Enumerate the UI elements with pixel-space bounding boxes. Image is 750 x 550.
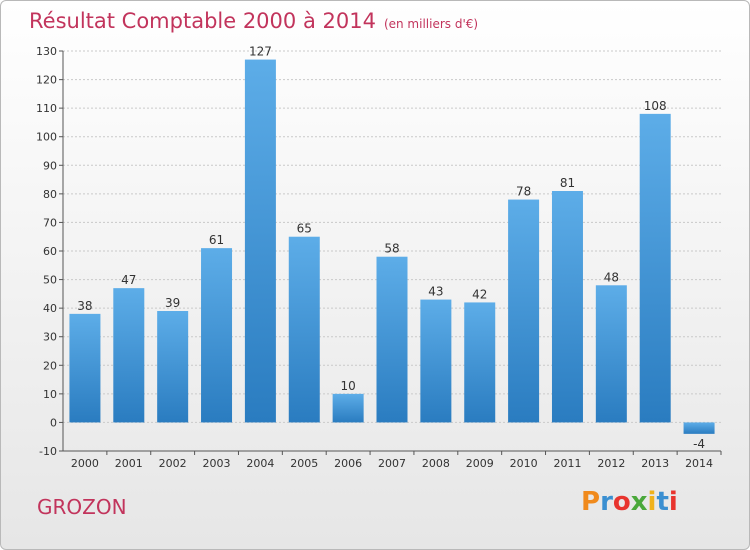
x-tick-label-2011: 2011 — [553, 457, 581, 470]
bar-2003 — [201, 248, 233, 423]
bar-2012 — [595, 285, 627, 423]
data-label-2012: 48 — [604, 270, 619, 284]
brand-letter: i — [668, 487, 678, 517]
bar-2006 — [332, 393, 364, 423]
y-tick-label: 20 — [43, 359, 57, 372]
data-label-2002: 39 — [165, 296, 180, 310]
data-label-2007: 58 — [384, 242, 399, 256]
x-tick-label-2001: 2001 — [115, 457, 143, 470]
data-label-2009: 42 — [472, 287, 487, 301]
data-label-2000: 38 — [77, 299, 92, 313]
title-text: Résultat Comptable 2000 à 2014 — [29, 9, 376, 33]
y-tick-label: 10 — [43, 388, 57, 401]
y-tick-label: 60 — [43, 245, 57, 258]
x-tick-label-2006: 2006 — [334, 457, 362, 470]
y-tick-label: 120 — [36, 74, 57, 87]
y-tick-label: 100 — [36, 131, 57, 144]
data-label-2004: 127 — [249, 45, 272, 59]
data-label-2010: 78 — [516, 185, 531, 199]
brand-letter: t — [656, 487, 669, 517]
y-tick-label: 90 — [43, 159, 57, 172]
y-axis: -10 0 10 20 30 40 50 60 70 80 90 100 110 120 130 — [36, 45, 64, 458]
x-tick-label-2000: 2000 — [71, 457, 99, 470]
y-tick-label: 50 — [43, 274, 57, 287]
y-tick-label: 40 — [43, 302, 57, 315]
data-label-2005: 65 — [297, 222, 312, 236]
y-tick-label: 130 — [36, 45, 57, 58]
y-tick-label: 0 — [50, 416, 57, 429]
data-label-2006: 10 — [340, 379, 355, 393]
x-tick-label-2003: 2003 — [203, 457, 231, 470]
bar-2014 — [683, 422, 715, 434]
y-tick-label: -10 — [39, 445, 57, 458]
brand-letter: x — [630, 487, 648, 517]
brand-letter: r — [600, 487, 613, 517]
data-label-2003: 61 — [209, 233, 224, 247]
x-tick-label-2008: 2008 — [422, 457, 450, 470]
x-tick-label-2005: 2005 — [290, 457, 318, 470]
bar-2009 — [464, 302, 496, 423]
x-axis: 2000 2001 2002 2003 2004 2005 2006 2007 2008 2009… — [63, 450, 722, 470]
brand-letter: P — [581, 487, 601, 517]
x-tick-label-2007: 2007 — [378, 457, 406, 470]
bar-2000 — [69, 313, 101, 423]
brand-logo: Proxiti — [581, 487, 678, 517]
y-tick-label: 110 — [36, 102, 57, 115]
data-labels: 38 47 39 61 127 65 10 58 43 42 78 81 48 108 -4 — [77, 45, 705, 451]
bar-2001 — [113, 288, 145, 423]
bar-2013 — [639, 113, 671, 423]
x-tick-label-2002: 2002 — [159, 457, 187, 470]
data-label-2013: 108 — [644, 99, 667, 113]
bar-2008 — [420, 299, 452, 423]
x-tick-label-2012: 2012 — [597, 457, 625, 470]
y-tick-label: 70 — [43, 216, 57, 229]
bars — [69, 59, 715, 434]
y-tick-label: 30 — [43, 331, 57, 344]
chart-title: Résultat Comptable 2000 à 2014 (en millie… — [29, 9, 478, 33]
y-tick-label: 80 — [43, 188, 57, 201]
x-tick-label-2010: 2010 — [510, 457, 538, 470]
data-label-2001: 47 — [121, 273, 136, 287]
bar-2010 — [508, 199, 540, 423]
x-tick-label-2009: 2009 — [466, 457, 494, 470]
bar-2004 — [244, 59, 276, 423]
title-unit: (en milliers d'€) — [383, 17, 479, 31]
brand-letter: i — [647, 487, 657, 517]
x-tick-label-2014: 2014 — [685, 457, 713, 470]
data-label-2011: 81 — [560, 176, 575, 190]
place-name: GROZON — [37, 495, 127, 519]
x-tick-label-2004: 2004 — [246, 457, 274, 470]
bar-2011 — [551, 191, 583, 423]
bar-2007 — [376, 256, 408, 423]
data-label-2008: 43 — [428, 285, 443, 299]
brand-letter: o — [612, 487, 631, 517]
x-tick-label-2013: 2013 — [641, 457, 669, 470]
bar-2005 — [288, 236, 320, 423]
data-label-2014: -4 — [693, 437, 705, 451]
bar-2002 — [157, 311, 189, 423]
